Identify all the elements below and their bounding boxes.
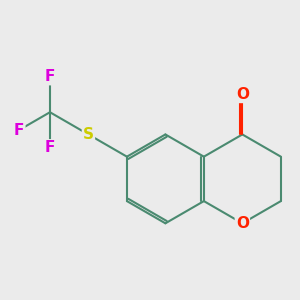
Text: F: F (45, 69, 55, 84)
Text: O: O (236, 87, 249, 102)
Text: O: O (236, 216, 249, 231)
Text: F: F (45, 140, 55, 155)
Text: F: F (14, 122, 24, 137)
Text: S: S (83, 127, 94, 142)
